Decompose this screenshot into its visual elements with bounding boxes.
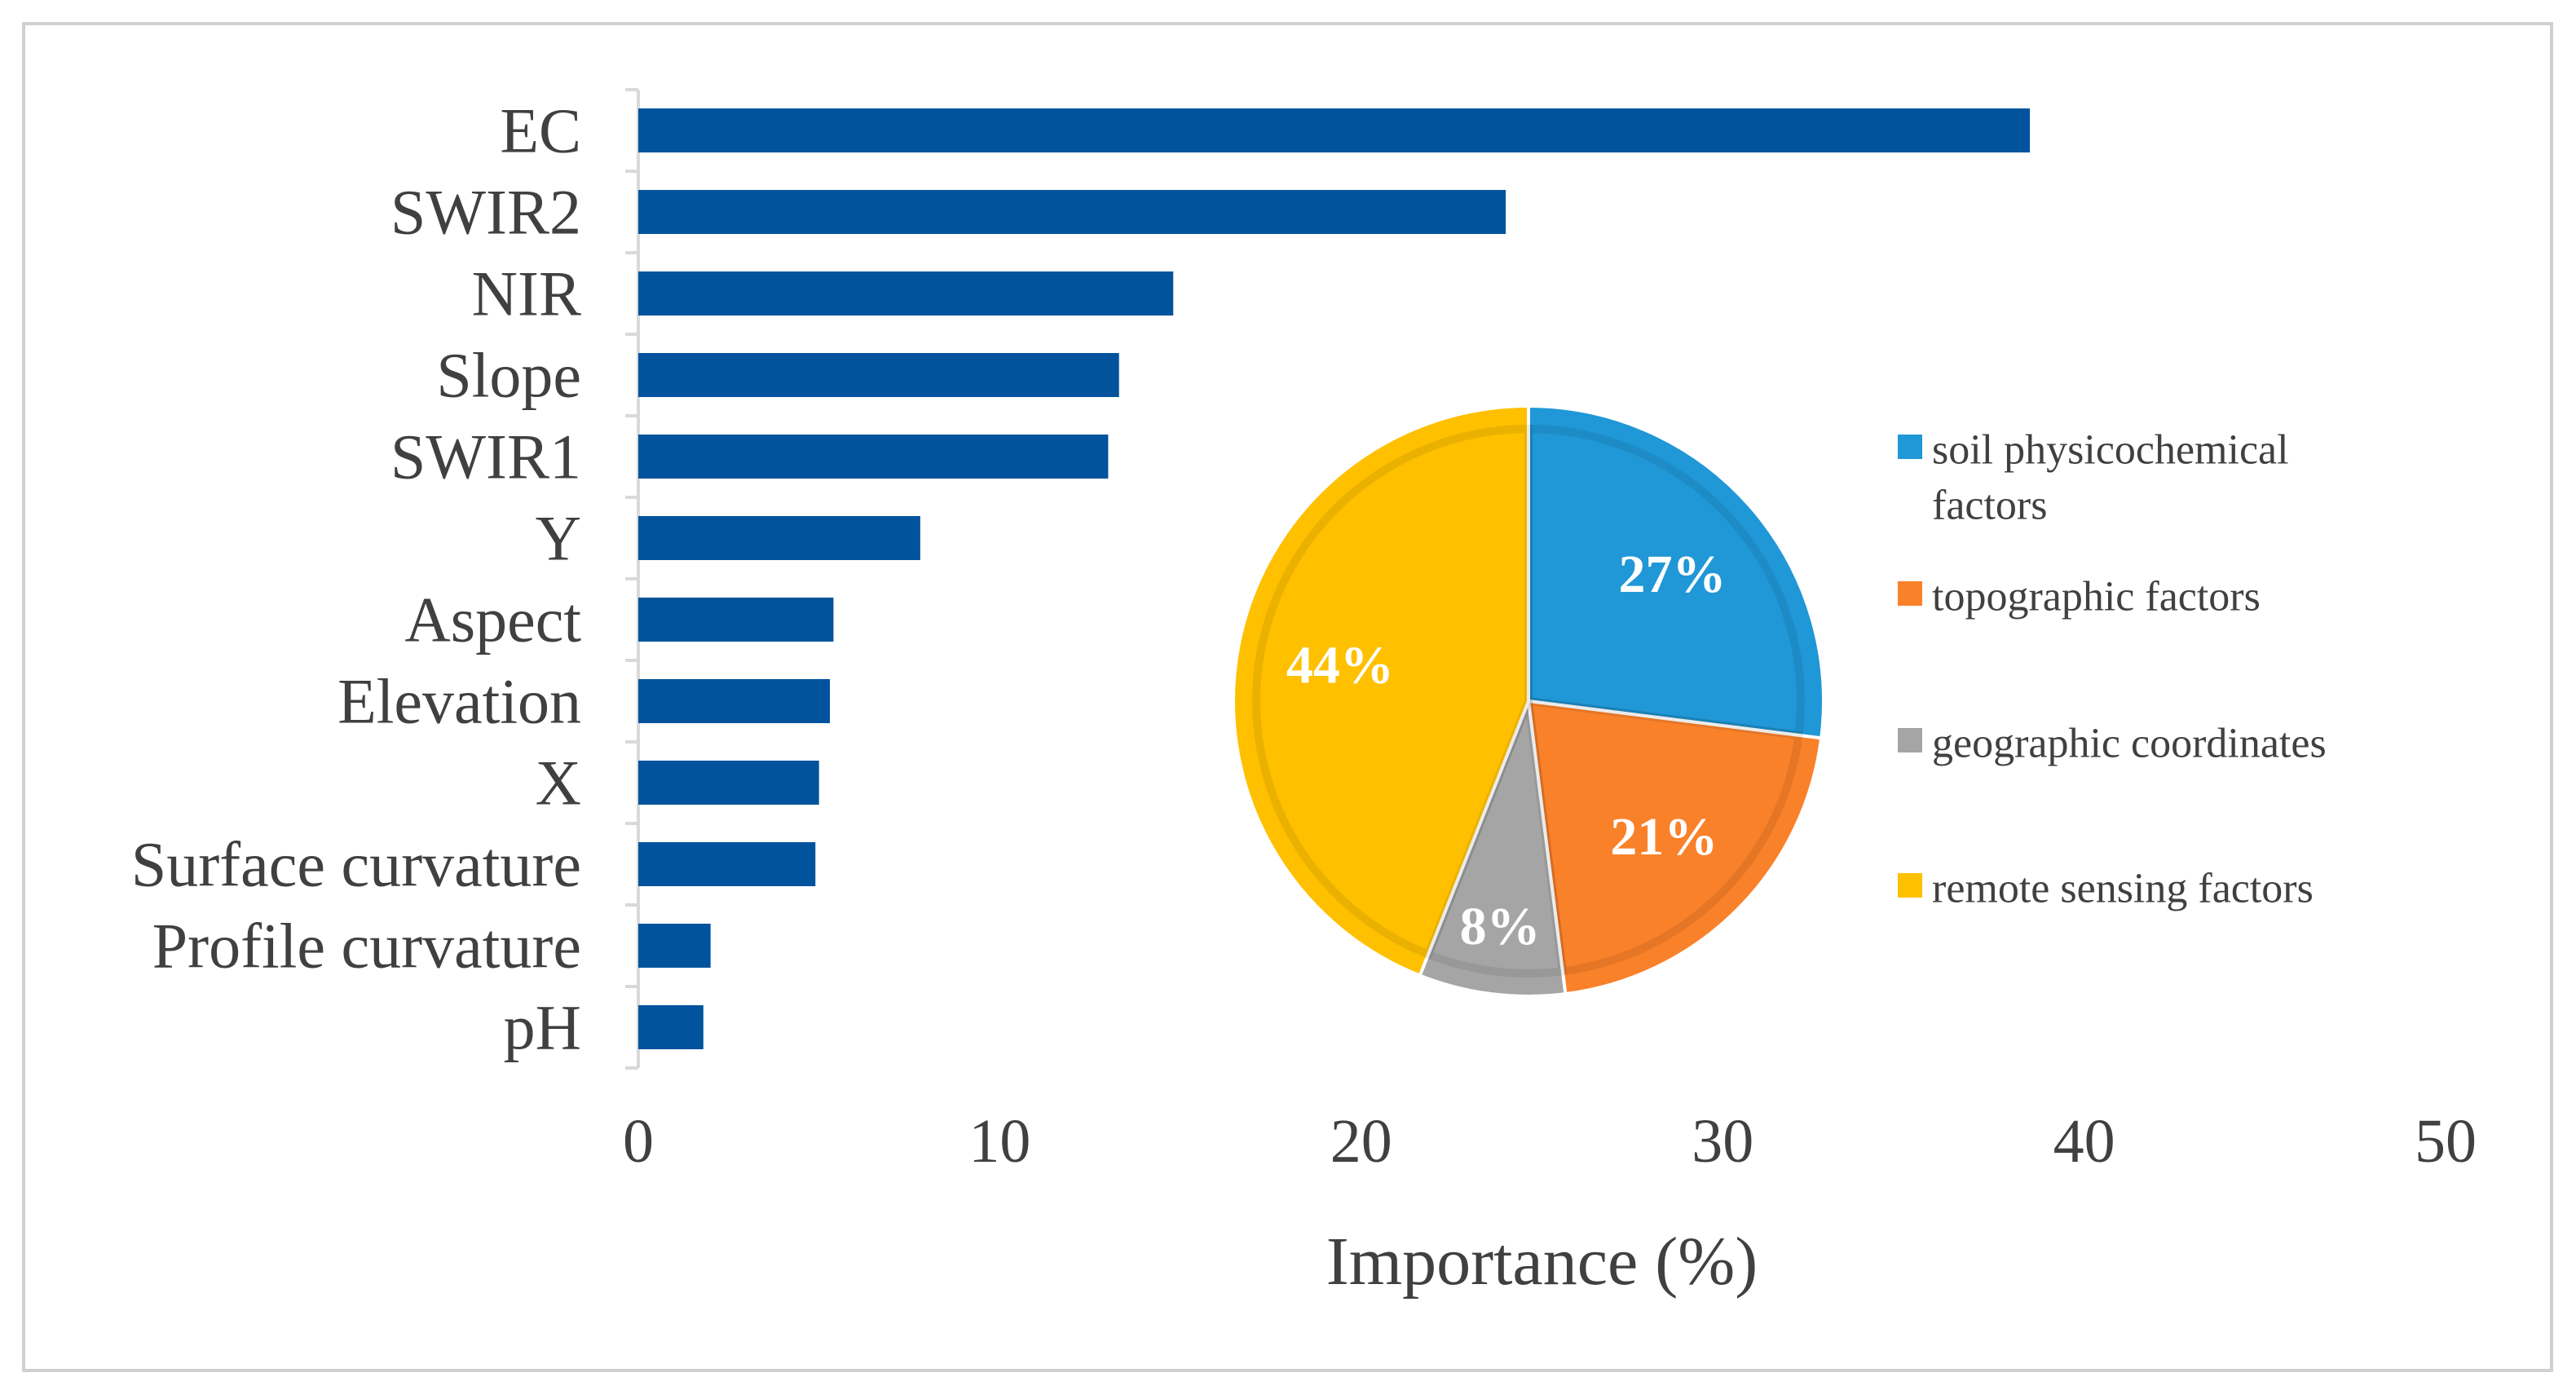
bar-swir2 [638, 190, 1506, 234]
x-tick-label: 0 [623, 1107, 654, 1176]
category-label-nir: NIR [472, 258, 581, 329]
bar-ph [638, 1005, 704, 1049]
bars [638, 108, 2031, 1049]
bar-swir1 [638, 435, 1109, 479]
category-label-swir2: SWIR2 [390, 177, 581, 248]
category-label-slope: Slope [436, 340, 581, 411]
pie-label-soil-physicochemical-factors: 27% [1619, 545, 1727, 604]
bar-aspect [638, 598, 834, 642]
bar-profile-curvature [638, 924, 711, 968]
legend-swatch-topographic-factors [1898, 581, 1922, 606]
pie-slice-geographic-coordinates [1418, 700, 1568, 999]
bar-ec [638, 108, 2031, 152]
legend-label: soil physicochemical [1932, 427, 2289, 474]
category-label-elevation: Elevation [337, 666, 581, 737]
bar-chart: EC SWIR2 NIR Slope SWIR1 Y Aspect Elevation X Sur… [131, 88, 2477, 1300]
pie-slice-bevel [1252, 424, 1533, 960]
pie-chart: 27% 21% 8% 44% soil physicochemical factors t… [1232, 404, 2327, 999]
x-tick-label: 50 [2415, 1107, 2477, 1176]
pie-label-remote-sensing-factors: 44% [1286, 635, 1394, 695]
pie-slice-remote-sensing-factors [1232, 404, 1530, 978]
legend-label: topographic factors [1932, 574, 2261, 620]
category-label-surface-curvature: Surface curvature [131, 829, 581, 900]
category-label-profile-curvature: Profile curvature [152, 911, 581, 982]
bar-nir [638, 271, 1174, 316]
pie-slice-bevel [1524, 696, 1803, 976]
category-label-ph: pH [504, 992, 581, 1063]
pie-slice-topographic-factors [1526, 699, 1824, 996]
x-tick-label: 10 [968, 1107, 1030, 1176]
pie-labels: 27% 21% 8% 44% [1286, 545, 1727, 956]
x-axis-title: Importance (%) [1326, 1224, 1758, 1300]
bar-elevation [638, 679, 831, 723]
legend-swatch-geographic-coordinates [1898, 728, 1922, 752]
pie-legend: soil physicochemical factors topographic f… [1898, 427, 2327, 912]
legend-swatch-soil-physicochemical-factors [1898, 435, 1922, 459]
bar-x [638, 761, 819, 805]
category-label-aspect: Aspect [404, 585, 581, 655]
legend-label: remote sensing factors [1932, 866, 2314, 912]
bar-surface-curvature [638, 842, 816, 886]
category-labels: EC SWIR2 NIR Slope SWIR1 Y Aspect Elevation X Sur… [131, 95, 581, 1063]
legend-label-continued: factors [1932, 483, 2047, 529]
legend-swatch-remote-sensing-factors [1898, 873, 1922, 898]
category-label-x: X [536, 748, 581, 819]
y-axis-ticks [625, 88, 638, 1070]
pie-label-topographic-factors: 21% [1610, 807, 1718, 867]
pie-slices [1232, 404, 1826, 999]
x-tick-labels: 0 10 20 30 40 50 [623, 1107, 2477, 1176]
bar-y [638, 516, 920, 560]
pie-label-geographic-coordinates: 8% [1460, 897, 1541, 956]
x-tick-label: 40 [2053, 1107, 2115, 1176]
pie-slice-bevel [1423, 700, 1568, 978]
category-label-y: Y [536, 503, 581, 574]
pie-slice-soil-physicochemical-factors [1527, 404, 1826, 740]
legend-label: geographic coordinates [1932, 721, 2327, 767]
pie-slice-bevel [1524, 424, 1805, 740]
bar-slope [638, 353, 1119, 397]
category-label-swir1: SWIR1 [390, 421, 581, 492]
x-tick-label: 20 [1330, 1107, 1392, 1176]
x-tick-label: 30 [1692, 1107, 1753, 1176]
category-label-ec: EC [500, 95, 581, 166]
